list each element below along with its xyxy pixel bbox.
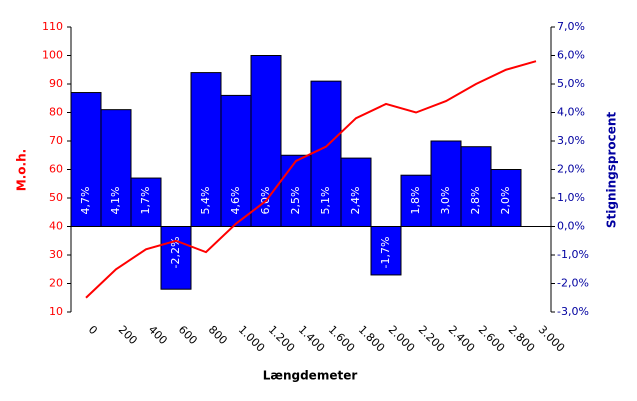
- y-tick-label: 50: [49, 191, 63, 204]
- x-tick-label: 0: [86, 323, 100, 337]
- y-tick-label: 60: [49, 163, 63, 176]
- bar-value-label: 1,8%: [409, 187, 422, 215]
- x-tick-label: 3.000: [536, 323, 567, 354]
- y-tick-label: 90: [49, 77, 63, 90]
- y-tick-label: 40: [49, 220, 63, 233]
- y-tick-label: 100: [42, 49, 63, 62]
- y2-tick-label: -3,0%: [557, 305, 589, 318]
- bar-value-label: 4,7%: [79, 187, 92, 215]
- bar-value-label: 4,1%: [109, 187, 122, 215]
- bar-value-label: 3,0%: [439, 187, 452, 215]
- line: [85, 60, 537, 299]
- x-tick-label: 1.400: [296, 323, 327, 354]
- y2-tick-label: 5,0%: [557, 77, 585, 90]
- bar: [100, 109, 132, 227]
- bar: [250, 55, 282, 227]
- bar: [340, 157, 372, 228]
- bar-value-label: -2,2%: [169, 237, 182, 269]
- bar-value-label: 2,0%: [499, 187, 512, 215]
- y-tick-label: 70: [49, 134, 63, 147]
- bar-value-label: 1,7%: [139, 187, 152, 215]
- x-tick-label: 2.000: [386, 323, 417, 354]
- y-tick-label: 20: [49, 277, 63, 290]
- bar: [460, 146, 492, 227]
- x-tick-label: 2.800: [506, 323, 537, 354]
- bar-value-label: -1,7%: [379, 237, 392, 269]
- y2-tick-label: -2,0%: [557, 277, 589, 290]
- bar-value-label: 2,8%: [469, 187, 482, 215]
- bar: [280, 154, 312, 227]
- x-axis-title: Længdemeter: [263, 369, 358, 383]
- bar: [220, 94, 252, 228]
- x-tick-label: 800: [206, 323, 230, 347]
- bar-value-label: 2,5%: [289, 187, 302, 215]
- bar-value-label: 5,1%: [319, 187, 332, 215]
- bar-value-label: 4,6%: [229, 187, 242, 215]
- bar: [70, 92, 102, 227]
- bar-value-label: 5,4%: [199, 187, 212, 215]
- x-tick-label: 2.400: [446, 323, 477, 354]
- bar: [310, 80, 342, 228]
- y-tick-label: 30: [49, 248, 63, 261]
- x-tick-label: 1.200: [266, 323, 297, 354]
- y-tick-label: 80: [49, 106, 63, 119]
- y2-tick-label: -1,0%: [557, 248, 589, 261]
- y-tick-label: 10: [49, 305, 63, 318]
- y2-tick-label: 6,0%: [557, 49, 585, 62]
- x-tick-label: 400: [146, 323, 170, 347]
- y2-tick-label: 7,0%: [557, 20, 585, 33]
- bar: [190, 72, 222, 227]
- y2-tick-label: 4,0%: [557, 106, 585, 119]
- bar-value-label: 2,4%: [349, 187, 362, 215]
- y2-tick-label: 1,0%: [557, 191, 585, 204]
- x-tick-label: 600: [176, 323, 200, 347]
- x-tick-label: 2.600: [476, 323, 507, 354]
- bar: [130, 177, 162, 228]
- x-tick-label: 200: [116, 323, 140, 347]
- y-axis-title: M.o.h.: [15, 149, 29, 191]
- y2-tick-label: 0,0%: [557, 220, 585, 233]
- y2-axis-title: Stigningsprocent: [605, 112, 619, 229]
- x-tick-label: 1.800: [356, 323, 387, 354]
- x-tick-label: 1.600: [326, 323, 357, 354]
- y2-tick-label: 3,0%: [557, 134, 585, 147]
- x-tick-label: 1.000: [236, 323, 267, 354]
- y2-tick-label: 2,0%: [557, 163, 585, 176]
- y-tick-label: 110: [42, 20, 63, 33]
- x-tick-label: 2.200: [416, 323, 447, 354]
